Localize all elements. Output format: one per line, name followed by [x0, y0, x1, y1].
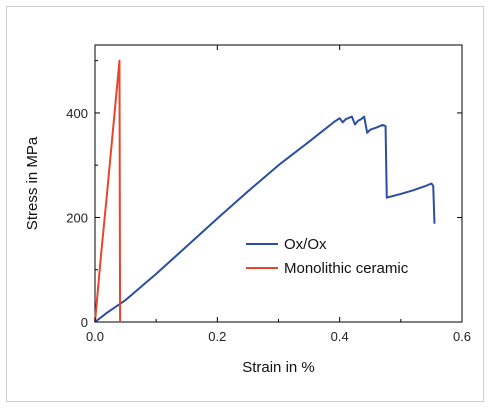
legend: Ox/Ox Monolithic ceramic [246, 236, 409, 277]
x-axis-label: Strain in % [242, 359, 315, 376]
x-tick-label: 0.0 [86, 329, 104, 344]
y-tick-label: 0 [81, 315, 88, 330]
x-tick-label: 0.2 [208, 329, 226, 344]
y-axis-label: Stress in MPa [24, 136, 41, 230]
y-tick-label: 200 [66, 210, 88, 225]
legend-label-1: Monolithic ceramic [284, 260, 409, 277]
chart-frame [6, 6, 484, 402]
series-line-0 [94, 115, 436, 323]
series-line-1 [94, 59, 122, 323]
x-tick-label: 0.6 [453, 329, 471, 344]
x-tick-label: 0.4 [331, 329, 349, 344]
legend-label-0: Ox/Ox [284, 236, 327, 253]
y-tick-label: 400 [66, 106, 88, 121]
